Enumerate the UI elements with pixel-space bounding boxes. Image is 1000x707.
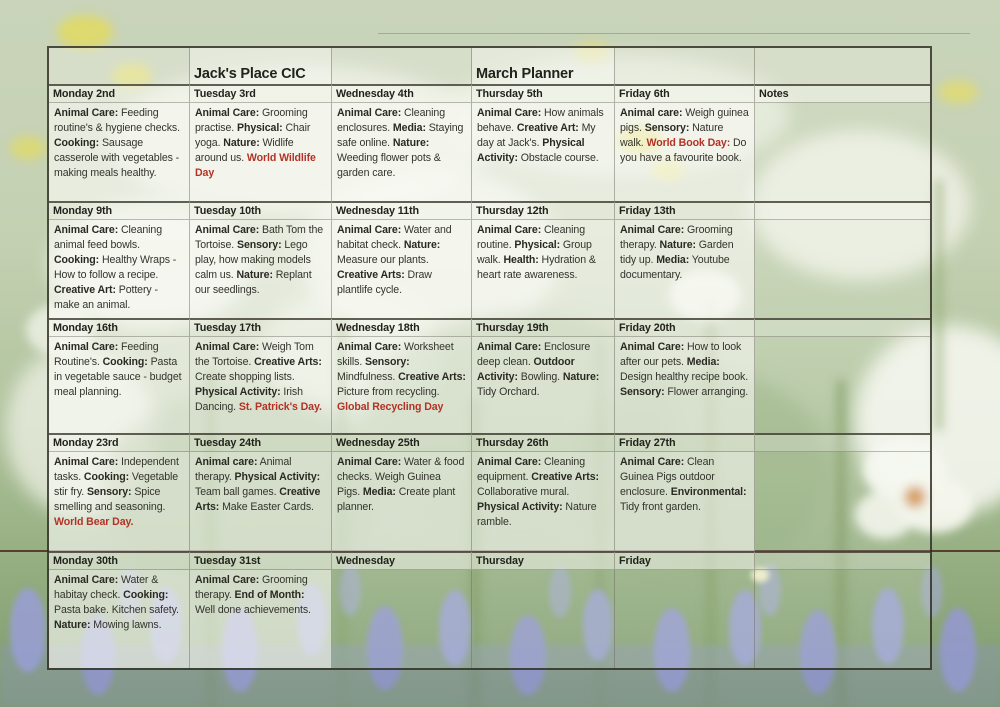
day-cell: Animal Care: Grooming practise. Physical… [190,103,332,201]
day-header: Monday 30th [49,551,190,570]
day-cell: Animal Care: How animals behave. Creativ… [472,103,615,201]
day-header: Thursday [472,551,615,570]
day-cell: Animal Care: Feeding Routine's. Cooking:… [49,337,190,433]
day-cell: Animal care: Weigh guinea pigs. Sensory:… [615,103,755,201]
day-header: Wednesday 25th [332,433,472,452]
content-row: Animal Care: Water & habitay check. Cook… [49,570,930,668]
day-cell: Animal Care: Water & food checks. Weigh … [332,452,472,551]
day-cell: Animal Care: Cleaning equipment. Creativ… [472,452,615,551]
notes-cell [755,452,930,551]
day-header: Wednesday [332,551,472,570]
day-header: Tuesday 17th [190,318,332,337]
content-row: Animal Care: Feeding Routine's. Cooking:… [49,337,930,433]
day-cell [472,570,615,668]
title-cell [755,48,930,84]
notes-header [755,551,930,570]
day-header: Friday 27th [615,433,755,452]
header-row: Monday 23rd Tuesday 24th Wednesday 25th Thu… [49,433,930,452]
title-cell [332,48,472,84]
content-row: Animal Care: Independent tasks. Cooking:… [49,452,930,551]
notes-cell [755,220,930,318]
day-header: Monday 23rd [49,433,190,452]
notes-header [755,433,930,452]
day-header: Wednesday 11th [332,201,472,220]
day-header: Monday 2nd [49,84,190,103]
day-cell: Animal Care: Cleaning routine. Physical:… [472,220,615,318]
day-cell [615,570,755,668]
day-cell: Animal Care: Independent tasks. Cooking:… [49,452,190,551]
day-cell: Animal Care: Bath Tom the Tortoise. Sens… [190,220,332,318]
day-header: Thursday 19th [472,318,615,337]
day-header: Tuesday 31st [190,551,332,570]
day-header: Thursday 5th [472,84,615,103]
day-cell: Animal Care: Enclosure deep clean. Outdo… [472,337,615,433]
org-title: Jack's Place CIC [190,48,332,84]
day-cell [332,570,472,668]
header-row: Monday 9th Tuesday 10th Wednesday 11th Thur… [49,201,930,220]
content-row: Animal Care: Cleaning animal feed bowls.… [49,220,930,318]
header-row: Monday 30th Tuesday 31st Wednesday Thursday… [49,551,930,570]
header-row: Monday 2nd Tuesday 3rd Wednesday 4th Thursd… [49,84,930,103]
day-header: Thursday 26th [472,433,615,452]
day-header: Monday 9th [49,201,190,220]
day-header: Thursday 12th [472,201,615,220]
day-header: Friday 6th [615,84,755,103]
day-cell: Animal Care: Grooming therapy. End of Mo… [190,570,332,668]
notes-cell [755,337,930,433]
day-header: Friday 13th [615,201,755,220]
day-header: Tuesday 10th [190,201,332,220]
day-cell: Animal Care: Cleaning animal feed bowls.… [49,220,190,318]
day-cell: Animal Care: Clean Guinea Pigs outdoor e… [615,452,755,551]
decorative-top-line [378,33,970,34]
day-header: Monday 16th [49,318,190,337]
day-cell: Animal Care: Water and habitat check. Na… [332,220,472,318]
day-header: Wednesday 4th [332,84,472,103]
day-cell: Animal Care: Grooming therapy. Nature: G… [615,220,755,318]
header-row: Monday 16th Tuesday 17th Wednesday 18th Thu… [49,318,930,337]
day-header: Tuesday 3rd [190,84,332,103]
day-cell: Animal Care: Water & habitay check. Cook… [49,570,190,668]
day-cell: Animal Care: Worksheet skills. Sensory: … [332,337,472,433]
title-cell [615,48,755,84]
day-cell: Animal Care: Weigh Tom the Tortoise. Cre… [190,337,332,433]
notes-header [755,318,930,337]
day-header: Wednesday 18th [332,318,472,337]
day-cell: Animal care: Animal therapy. Physical Ac… [190,452,332,551]
march-planner-table: Jack's Place CIC March Planner Monday 2nd T… [47,46,932,670]
day-header: Friday 20th [615,318,755,337]
notes-header [755,201,930,220]
day-cell: Animal Care: Cleaning enclosures. Media:… [332,103,472,201]
day-header: Tuesday 24th [190,433,332,452]
title-row: Jack's Place CIC March Planner [49,48,930,84]
notes-header: Notes [755,84,930,103]
day-header: Friday [615,551,755,570]
day-cell: Animal Care: Feeding routine's & hygiene… [49,103,190,201]
notes-cell [755,570,930,668]
day-cell: Animal Care: How to look after our pets.… [615,337,755,433]
notes-cell [755,103,930,201]
title-cell [49,48,190,84]
month-title: March Planner [472,48,615,84]
content-row: Animal Care: Feeding routine's & hygiene… [49,103,930,201]
